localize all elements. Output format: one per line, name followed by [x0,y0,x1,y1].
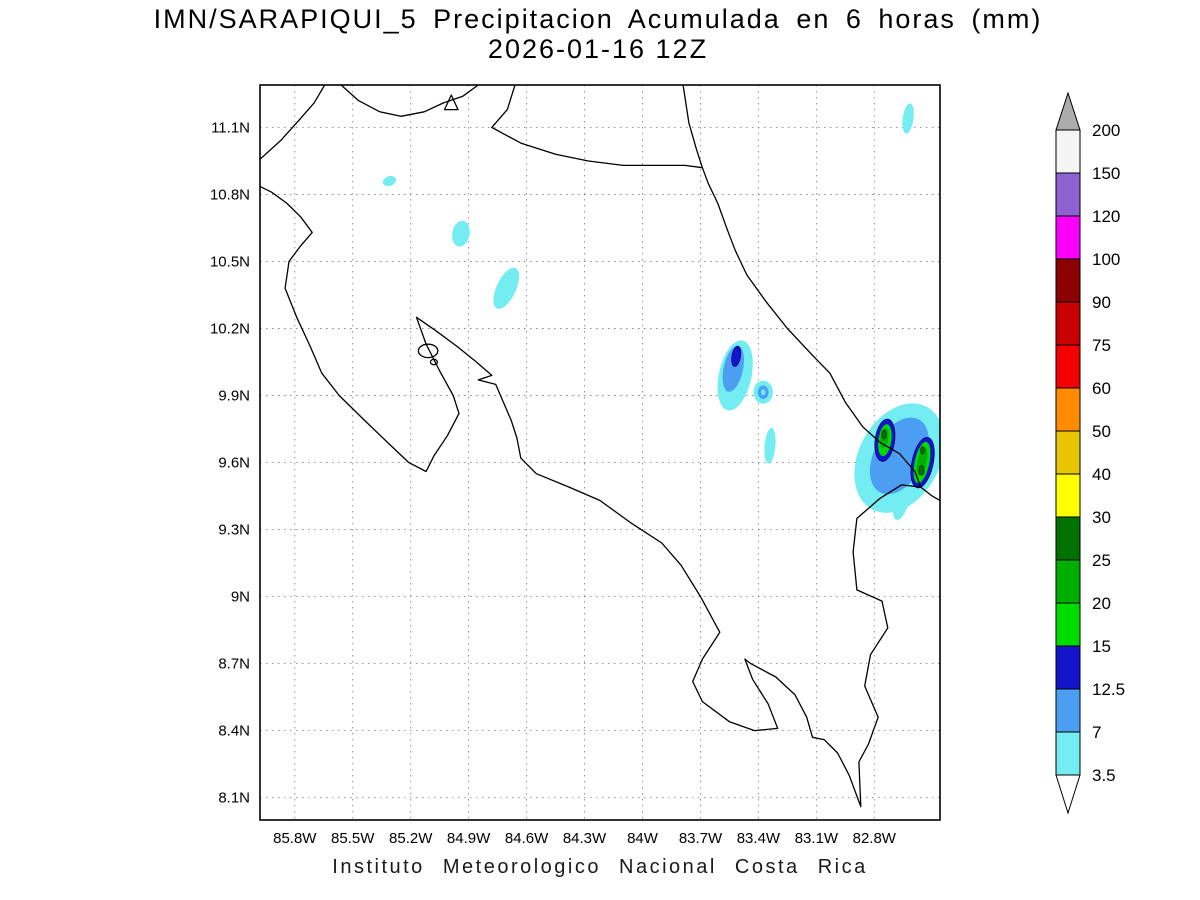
lon-tick-label: 85.5W [331,830,375,847]
colorbar-arrow-below [1055,774,1081,815]
chart-title: IMN/SARAPIQUI_5 Precipitacion Acumulada … [154,4,1043,34]
lon-tick-label: 84.9W [447,830,491,847]
colorbar-level-label: 3.5 [1092,766,1116,785]
precip-blob-level-25 [881,429,887,440]
lon-tick-label: 84.6W [505,830,549,847]
colorbar-segment [1055,731,1081,776]
colorbar-level-label: 75 [1092,336,1111,355]
colorbar-level-label: 60 [1092,379,1111,398]
colorbar-level-label: 12.5 [1092,680,1125,699]
lat-tick-label: 9N [231,589,250,606]
colorbar-level-label: 40 [1092,465,1111,484]
lon-tick-label: 83.4W [737,830,781,847]
colorbar-segment [1055,688,1081,733]
precip-blob-level-3.5 [764,427,776,464]
colorbar-segment [1055,215,1081,260]
colorbar-level-label: 7 [1092,723,1101,742]
colorbar-level-label: 120 [1092,207,1120,226]
lat-tick-label: 9.3N [218,522,250,539]
colorbar: 3.5 7 12.5 15 20 25 30 40 50 60 75 90 100 120 150 200 [1055,91,1125,815]
precip-blob-level-3.5 [382,175,397,187]
precip-blob-level-25 [918,465,925,476]
lon-tick-label: 83.1W [795,830,839,847]
colorbar-segment [1055,602,1081,647]
coastline-lake-east-sanjuan-river-caribbean-coast [491,85,940,502]
precip-blob-level-3.5 [493,267,520,309]
colorbar-level-label: 150 [1092,164,1120,183]
coastline-nicaragua-caribbean-coast [682,85,704,169]
lon-tick-label: 84W [627,830,659,847]
precip-blob-level-3.5 [452,220,470,247]
lon-tick-label: 85.2W [389,830,433,847]
island-isla-chira [417,343,439,359]
lon-tick-label: 83.7W [679,830,723,847]
lat-tick-label: 10.8N [210,187,250,204]
colorbar-segment [1055,301,1081,346]
precip-blob-level-12.5 [731,346,742,367]
precip-blob-level-3.5 [902,103,914,134]
footer-caption: Instituto Meteorologico Nacional Costa R… [332,856,867,878]
lat-tick-label: 8.7N [218,656,250,673]
colorbar-level-label: 200 [1092,121,1120,140]
colorbar-level-label: 50 [1092,422,1111,441]
lat-tick-label: 11.1N [211,119,250,136]
colorbar-segment [1055,344,1081,389]
lat-tick-label: 9.9N [218,388,250,405]
lon-tick-label: 82.8W [853,830,897,847]
colorbar-segment [1055,172,1081,217]
lat-tick-label: 8.1N [218,790,250,807]
colorbar-segment [1055,258,1081,303]
colorbar-segment [1055,430,1081,475]
colorbar-arrow-above [1055,91,1081,131]
chart-subtitle-datetime: 2026-01-16 12Z [488,34,708,64]
map-content [260,85,940,808]
colorbar-segment [1055,645,1081,690]
colorbar-segment [1055,387,1081,432]
lat-tick-label: 10.2N [210,321,250,338]
colorbar-segment [1055,473,1081,518]
coastline-nicaragua-pacific-coast [260,85,326,161]
colorbar-segment [1055,559,1081,604]
coastline-lake-nicaragua-south-shore [340,85,479,117]
precip-blob-level-25 [920,446,925,455]
lon-tick-label: 84.3W [563,830,607,847]
lon-tick-label: 85.8W [273,830,317,847]
colorbar-level-label: 90 [1092,293,1111,312]
colorbar-level-label: 100 [1092,250,1120,269]
colorbar-level-label: 30 [1092,508,1111,527]
coastline-solentiname-island [443,94,459,111]
colorbar-level-label: 20 [1092,594,1111,613]
plot-border [259,84,941,821]
map-plot-area: 11.1N 10.8N 10.5N 10.2N 9.9N 9.6N 9.3N 9N 8.7N 8.… [210,84,941,847]
lat-tick-label: 10.5N [210,254,250,271]
colorbar-level-label: 15 [1092,637,1111,656]
colorbar-segment [1055,516,1081,561]
precip-blob-level-3.5 [892,476,912,520]
island-islet [429,358,439,366]
colorbar-level-label: 25 [1092,551,1111,570]
precip-blob-level-3.5 [760,389,766,396]
lat-tick-label: 9.6N [218,455,250,472]
lat-tick-label: 8.4N [218,723,250,740]
colorbar-segment [1055,129,1081,174]
coastline-panama-border-and-pacific-coast [260,185,922,808]
